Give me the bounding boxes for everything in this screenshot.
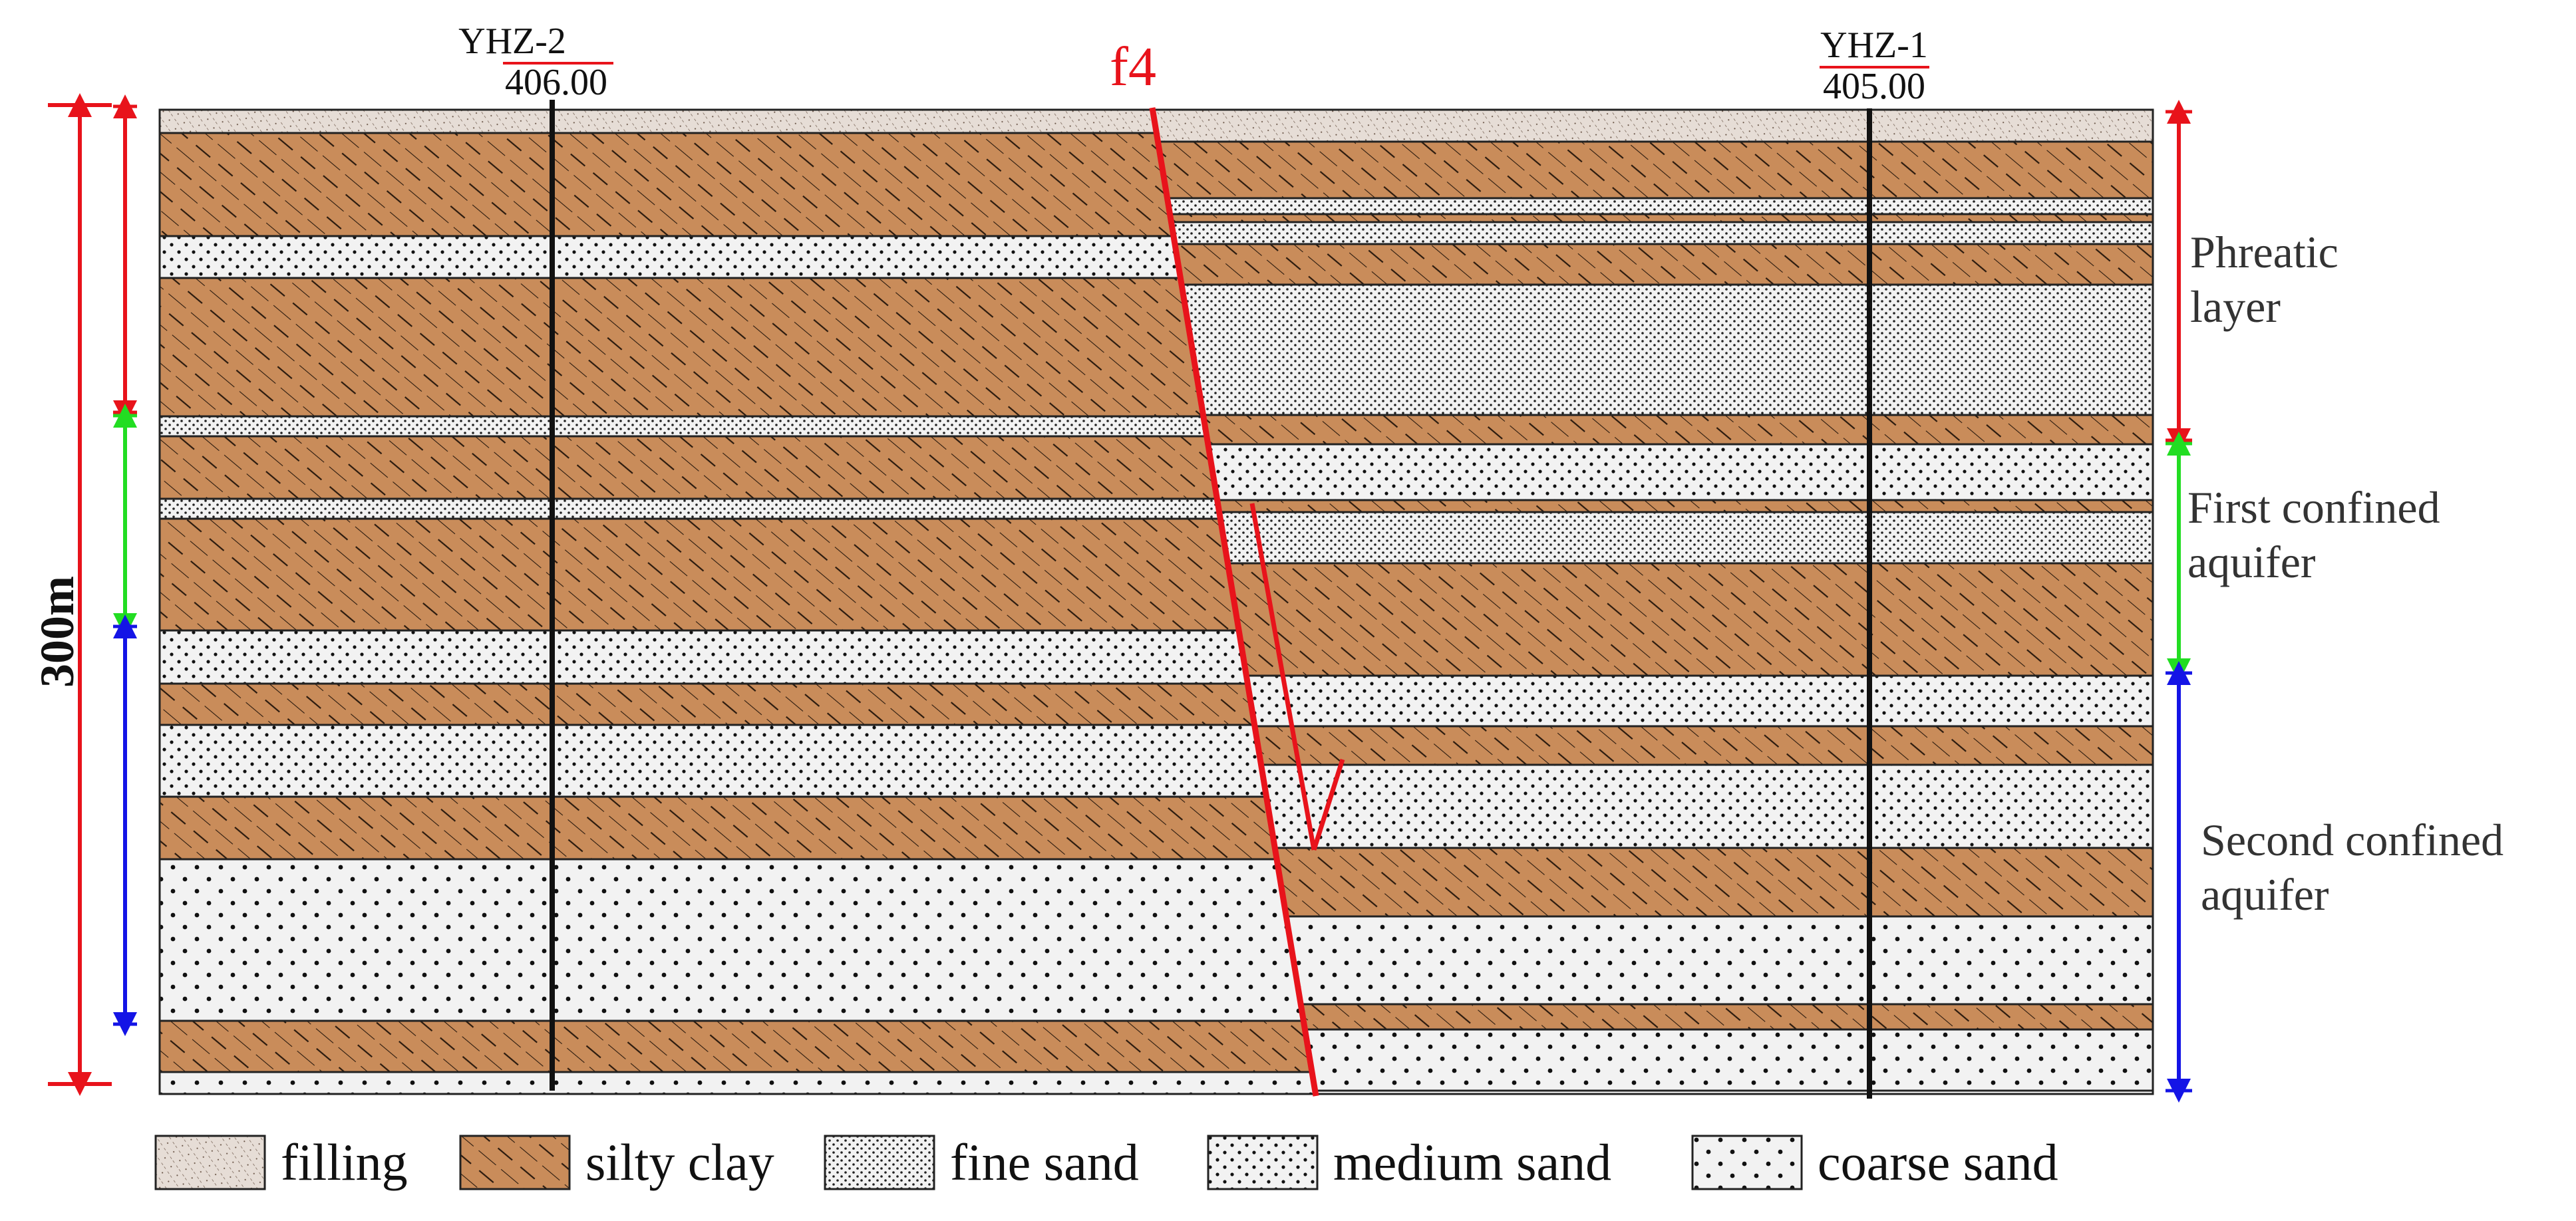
legend-label: medium sand	[1333, 1133, 1612, 1191]
stratum-left-silty-clay	[158, 1019, 1313, 1073]
borehole-elevation: 405.00	[1823, 66, 1925, 107]
stratum-right-silty-clay	[1156, 140, 2154, 200]
stratum-left-silty-clay	[158, 132, 1175, 237]
section-frame	[158, 108, 2154, 1095]
stratum-right-silty-clay	[1273, 847, 2154, 918]
legend-item-filling: filling	[154, 1133, 408, 1192]
second-confined-label-line1: Second confined	[2201, 815, 2503, 865]
legend-item-coarse-sand: coarse sand	[1691, 1133, 2058, 1192]
legend-item-fine-sand: fine sand	[824, 1133, 1139, 1192]
legend-label: silty clay	[585, 1133, 774, 1191]
stratum-right-coarse-sand	[1285, 915, 2154, 1006]
stratum-left-silty-clay	[158, 682, 1256, 726]
borehole-yhz-1: YHZ-1 405.00	[1820, 25, 1929, 1099]
stratum-right-silty-clay	[1215, 499, 2154, 513]
legend-item-medium-sand: medium sand	[1207, 1133, 1611, 1192]
second-confined-label-line2: aquifer	[2201, 869, 2329, 920]
left-aquifer-markers	[113, 94, 137, 1036]
strata-layers	[158, 108, 2154, 1095]
phreatic-label-line2: layer	[2190, 281, 2281, 332]
stratum-right-medium-sand	[1259, 763, 2154, 849]
borehole-name: YHZ-1	[1820, 25, 1928, 66]
silty-clay-swatch	[459, 1135, 571, 1190]
legend-item-silty-clay: silty clay	[459, 1133, 774, 1192]
fine-sand-swatch	[824, 1135, 935, 1190]
stratum-right-silty-clay	[1202, 414, 2154, 446]
stratum-right-medium-sand	[1245, 674, 2154, 728]
stratum-right-fine-sand	[1170, 221, 2154, 245]
stratum-right-medium-sand	[1206, 443, 2154, 501]
stratum-right-filling	[1151, 108, 2154, 143]
stratum-left-medium-sand	[158, 235, 1182, 279]
legend-label: fine sand	[950, 1133, 1139, 1191]
stratum-left-silty-clay	[158, 435, 1219, 500]
stratum-right-fine-sand	[1217, 511, 2154, 565]
filling-swatch	[154, 1135, 266, 1190]
stratum-left-fine-sand	[158, 415, 1208, 438]
medium-sand-swatch	[1207, 1135, 1319, 1190]
legend: filling silty clay fine sand medium sand…	[0, 1121, 2576, 1207]
stratum-left-coarse-sand	[158, 858, 1305, 1022]
aquifer-labels: Phreatic layer First confined aquifer Se…	[2187, 227, 2503, 920]
right-aquifer-markers	[2166, 100, 2192, 1103]
stratum-left-silty-clay	[158, 517, 1240, 632]
stratum-right-coarse-sand	[1303, 1028, 2154, 1092]
borehole-name: YHZ-2	[458, 21, 566, 62]
stratum-left-medium-sand	[158, 724, 1268, 798]
legend-label: coarse sand	[1818, 1133, 2058, 1191]
fault-label: f4	[1110, 36, 1156, 98]
phreatic-label-line1: Phreatic	[2190, 227, 2338, 277]
stratum-right-silty-clay	[1226, 562, 2154, 677]
legend-label: filling	[281, 1133, 408, 1191]
stratum-left-filling	[158, 108, 1158, 134]
stratum-left-coarse-sand	[158, 1071, 1317, 1095]
stratum-right-fine-sand	[1180, 283, 2154, 416]
borehole-elevation: 406.00	[505, 62, 607, 103]
scale-label: 300m	[31, 576, 84, 688]
stratum-left-silty-clay	[158, 795, 1278, 861]
borehole-yhz-2: YHZ-2 406.00	[458, 21, 613, 1091]
stratum-right-silty-clay	[1174, 243, 2154, 286]
first-confined-label-line1: First confined	[2187, 482, 2440, 533]
fault-f4: f4	[1110, 36, 1345, 1097]
stratum-left-silty-clay	[158, 277, 1205, 418]
stratum-right-silty-clay	[1299, 1003, 2154, 1031]
stratum-right-silty-clay	[1168, 213, 2154, 223]
stratum-left-fine-sand	[158, 497, 1222, 520]
first-confined-label-line2: aquifer	[2187, 537, 2316, 587]
stratum-left-medium-sand	[158, 629, 1249, 685]
scale-bar-300m: 300m	[31, 93, 112, 1096]
stratum-right-silty-clay	[1253, 725, 2154, 766]
stratum-right-fine-sand	[1166, 197, 2154, 215]
coarse-sand-swatch	[1691, 1135, 1803, 1190]
